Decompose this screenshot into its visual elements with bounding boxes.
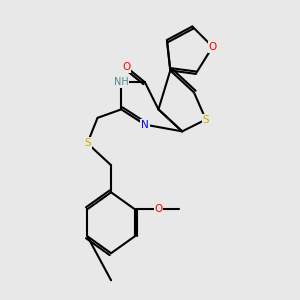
Text: S: S — [84, 138, 91, 148]
Text: S: S — [202, 115, 209, 124]
Text: O: O — [154, 204, 163, 214]
Text: O: O — [122, 62, 130, 72]
Text: NH: NH — [114, 77, 129, 87]
Text: O: O — [208, 42, 217, 52]
Text: N: N — [141, 120, 149, 130]
